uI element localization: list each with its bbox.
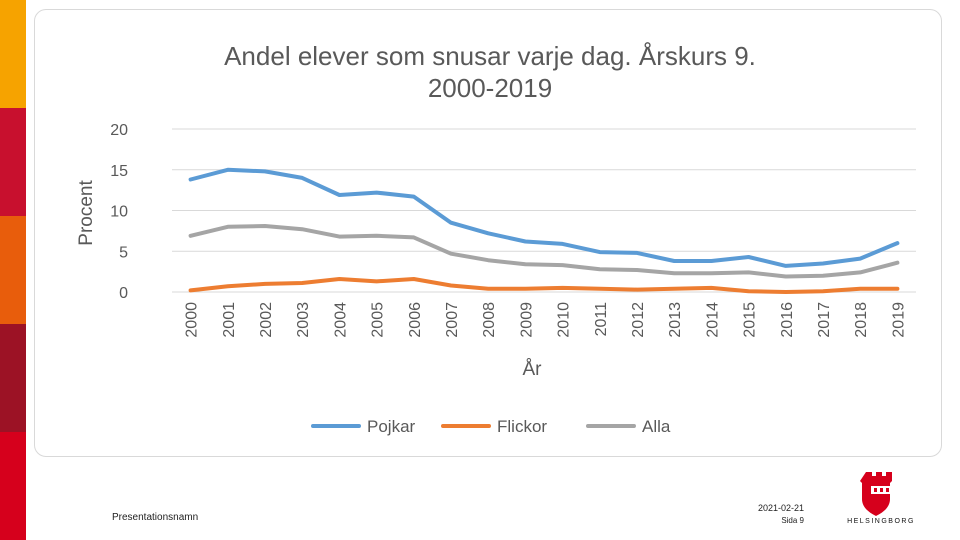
x-tick-label: 2006 [407,302,424,338]
x-tick-label: 2009 [518,302,535,338]
series-line-pojkar [188,167,900,268]
y-tick-label: 15 [110,163,128,180]
series-line-alla [188,224,900,279]
x-tick-label: 2001 [221,302,238,338]
x-tick-label: 2002 [258,302,275,338]
page-number: Sida 9 [781,516,804,525]
x-tick-label: 2019 [890,302,907,338]
side-color-segment [0,216,26,324]
y-axis-label: Procent [76,180,97,246]
x-tick-label: 2003 [295,302,312,338]
legend: Pojkar Flickor Alla [311,417,671,436]
legend-label: Flickor [497,417,547,436]
x-tick-label: 2017 [816,302,833,338]
side-color-segment [0,0,26,108]
line-chart: Andel elever som snusar varje dag. Årsku… [76,41,916,436]
logo-text: HELSINGBORG [847,518,915,525]
x-tick-label: 2005 [370,302,387,338]
x-tick-label: 2018 [853,302,870,338]
y-tick-labels: 0 5 10 15 20 [110,122,128,302]
series-line-flickor [188,277,900,294]
side-color-segment [0,432,26,540]
helsingborg-crest-icon [860,472,892,516]
chart-title: Andel elever som snusar varje dag. Årsku… [224,41,756,71]
footer-date: 2021-02-21 [757,503,804,513]
presentation-name: Presentationsnamn [112,512,199,523]
legend-label: Pojkar [367,417,416,436]
y-tick-label: 20 [110,122,128,139]
side-color-segment [0,324,26,432]
x-tick-label: 2013 [667,302,684,338]
x-tick-label: 2004 [332,302,349,338]
y-tick-label: 5 [119,244,128,261]
x-tick-label: 2012 [630,302,647,338]
y-tick-label: 0 [119,285,128,302]
legend-label: Alla [642,417,671,436]
y-tick-label: 10 [110,204,128,221]
x-tick-labels: 2000 2001 2002 2003 2004 2005 2006 2007 2008 2009… [184,302,908,338]
chart-frame: Andel elever som snusar varje dag. Årsku… [34,9,942,457]
helsingborg-logo: HELSINGBORG [844,468,918,528]
x-axis-label: År [523,359,543,380]
side-color-segment [0,108,26,216]
x-tick-label: 2008 [481,302,498,338]
x-tick-label: 2016 [779,302,796,338]
gridlines [172,128,916,293]
side-color-bar [0,0,26,540]
x-tick-label: 2015 [742,302,759,338]
series-lines [188,167,900,294]
x-tick-label: 2011 [593,302,610,337]
x-tick-label: 2007 [444,302,461,338]
x-tick-label: 2010 [556,302,573,338]
x-tick-label: 2000 [184,302,201,338]
chart-subtitle: 2000-2019 [428,73,552,103]
x-tick-label: 2014 [704,302,721,338]
